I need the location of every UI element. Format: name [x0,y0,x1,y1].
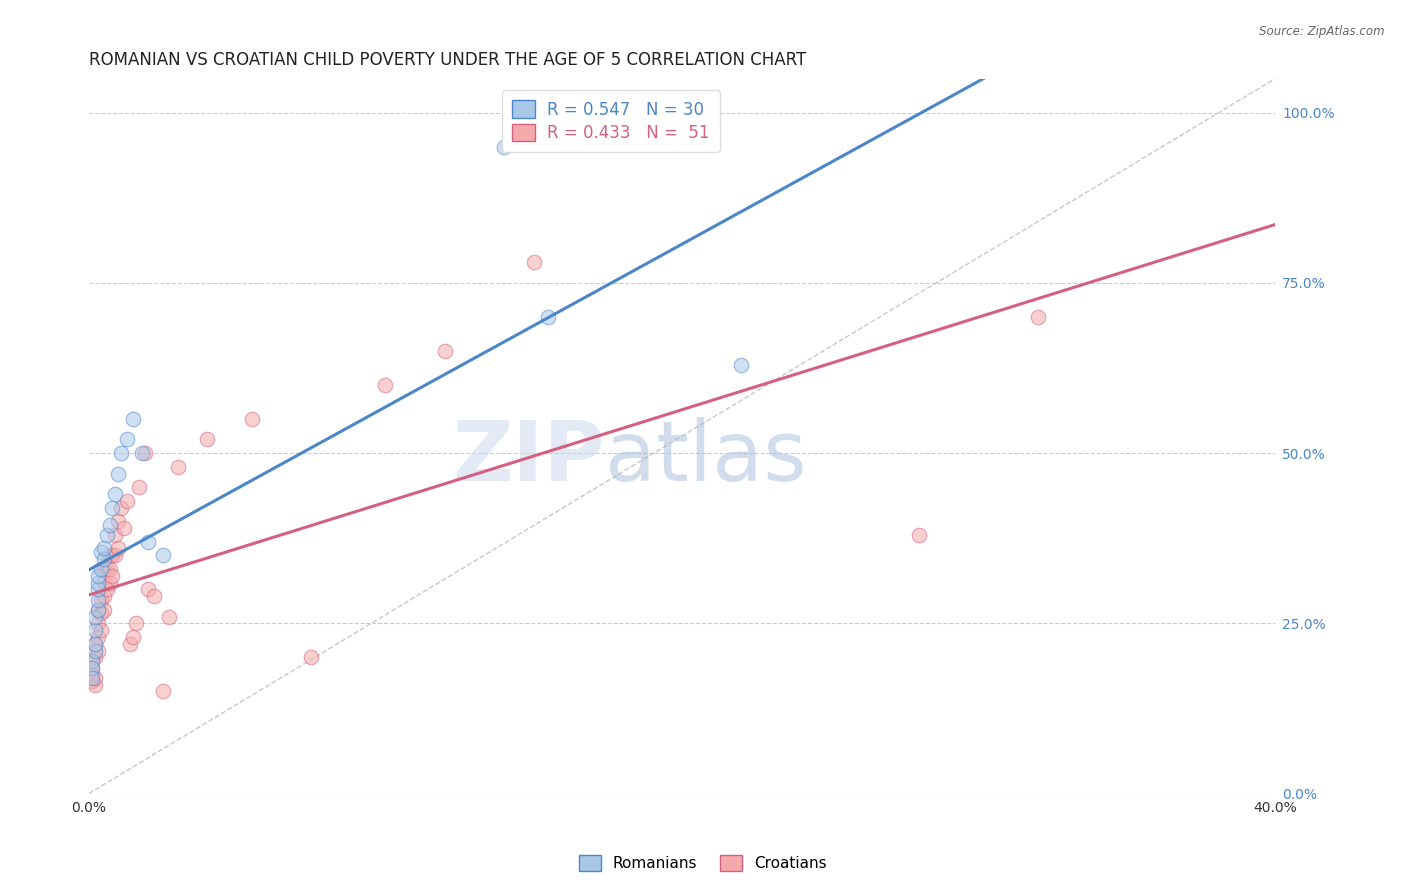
Point [96,582,118,597]
Point [80,654,103,668]
Point [122,412,145,426]
Text: atlas: atlas [605,417,807,498]
Point [433,343,456,358]
Point [83,637,105,651]
Point [80,660,103,674]
Point [101,500,124,515]
Point [86,568,108,582]
Point [96,528,118,542]
Point [86,616,108,631]
Point [107,467,129,481]
Point [120,637,142,651]
Point [96,562,118,576]
Point [98,562,121,576]
Point [299,650,322,665]
Text: ROMANIAN VS CROATIAN CHILD POVERTY UNDER THE AGE OF 5 CORRELATION CHART: ROMANIAN VS CROATIAN CHILD POVERTY UNDER… [89,51,806,69]
Point [98,575,121,590]
Point [83,678,105,692]
Point [152,684,174,698]
Point [86,643,108,657]
Point [90,623,112,637]
Legend: Romanians, Croatians: Romanians, Croatians [574,849,832,877]
Point [117,493,139,508]
Point [101,548,124,562]
Point [93,575,115,590]
Point [83,643,105,657]
Point [110,446,132,460]
Point [83,671,105,685]
Point [107,514,129,528]
Point [104,487,127,501]
Point [80,671,103,685]
Text: Source: ZipAtlas.com: Source: ZipAtlas.com [1260,25,1385,38]
Point [166,459,188,474]
Point [90,592,112,607]
Point [83,637,105,651]
Point [122,630,145,644]
Point [523,255,546,269]
Legend: R = 0.547   N = 30, R = 0.433   N =  51: R = 0.547 N = 30, R = 0.433 N = 51 [502,90,720,152]
Point [86,592,108,607]
Point [492,139,515,153]
Point [80,667,103,681]
Point [93,541,115,556]
Point [104,528,127,542]
Point [86,603,108,617]
Point [90,545,112,559]
Point [128,480,150,494]
Point [93,551,115,566]
Point [131,446,153,460]
Point [86,630,108,644]
Point [240,412,263,426]
Point [93,562,115,576]
Point [112,521,135,535]
Point [1026,310,1049,324]
Point [197,433,219,447]
Point [83,650,105,665]
Point [86,603,108,617]
Point [152,548,174,562]
Point [93,589,115,603]
Point [117,433,139,447]
Point [374,378,396,392]
Point [136,582,159,597]
Point [107,541,129,556]
Point [83,609,105,624]
Point [136,534,159,549]
Point [134,446,156,460]
Point [90,562,112,576]
Point [537,310,560,324]
Point [110,500,132,515]
Point [98,548,121,562]
Point [80,654,103,668]
Text: ZIP: ZIP [453,417,605,498]
Point [101,568,124,582]
Point [86,575,108,590]
Point [83,623,105,637]
Point [125,616,148,631]
Point [86,582,108,597]
Point [157,609,180,624]
Point [143,589,166,603]
Point [93,603,115,617]
Point [908,528,931,542]
Point [104,548,127,562]
Point [90,606,112,620]
Point [80,674,103,689]
Point [98,517,121,532]
Point [730,358,752,372]
Point [80,660,103,674]
